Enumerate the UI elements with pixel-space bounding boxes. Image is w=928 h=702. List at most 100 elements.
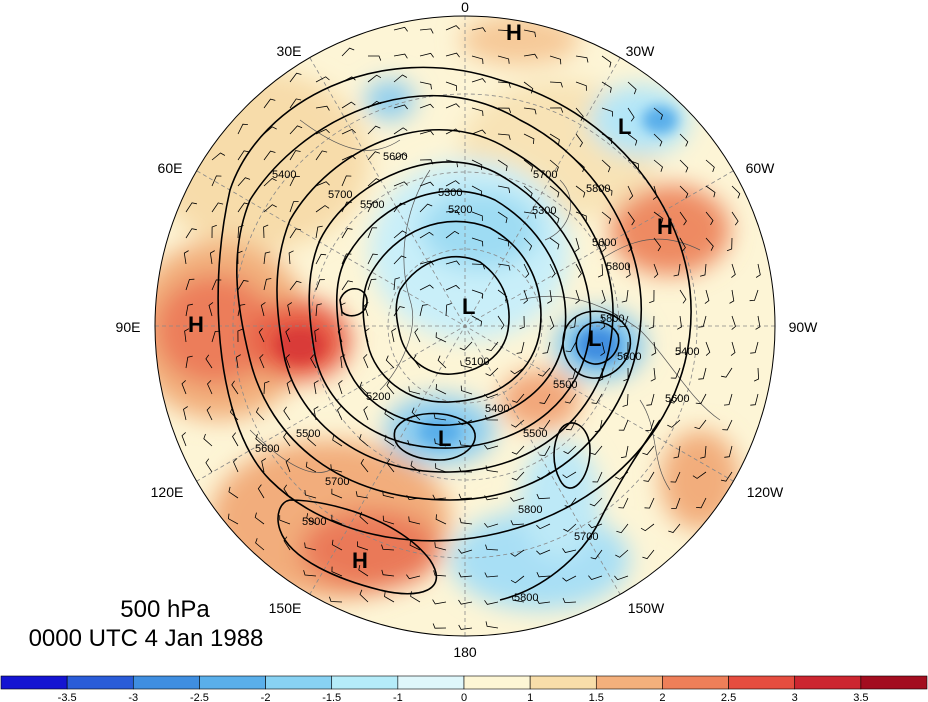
wind-barb [692, 471, 707, 479]
wind-barb [542, 341, 551, 354]
wind-barb [471, 107, 484, 117]
wind-barb [471, 78, 486, 83]
lon-label: 90E [116, 319, 141, 335]
wind-barb [510, 367, 525, 375]
wind-barb [618, 497, 629, 509]
wind-barb [411, 407, 421, 421]
wind-barb [731, 315, 736, 330]
wind-barb [393, 230, 407, 239]
contour-label: 5400 [272, 169, 296, 181]
wind-barb [670, 367, 681, 379]
wind-barb [640, 523, 655, 532]
wind-barb [649, 289, 655, 304]
colorbar-tick-label: 2 [659, 692, 665, 702]
wind-barb [723, 393, 733, 406]
wind-barb [445, 230, 460, 239]
wind-barb [185, 278, 195, 291]
wind-barb [206, 406, 213, 421]
colorbar-tick-label: 3.5 [853, 692, 868, 702]
wind-barb [536, 549, 551, 555]
wind-barb [511, 471, 525, 481]
wind-barb [523, 53, 538, 59]
wind-barb [679, 237, 686, 252]
wind-barb [510, 520, 525, 526]
wind-barb [627, 211, 635, 226]
wind-barb [698, 315, 707, 328]
wind-barb [592, 471, 603, 483]
wind-barb [393, 153, 408, 161]
wind-barb [341, 128, 356, 135]
wind-barb [646, 393, 655, 406]
contour-label: 5500 [553, 379, 577, 391]
wind-barb [590, 549, 603, 560]
wind-barb [315, 105, 330, 111]
wind-barb [549, 159, 559, 172]
wind-barb [359, 434, 369, 447]
wind-barb [700, 445, 707, 459]
colorbar-tick-label: 0 [461, 692, 467, 702]
wind-barb [650, 367, 656, 382]
wind-barb [445, 284, 460, 291]
wind-barb [184, 328, 190, 343]
wind-barb [359, 589, 369, 603]
wind-barb [588, 523, 603, 529]
wind-barb [651, 341, 657, 356]
wind-barb [671, 497, 681, 509]
wind-barb [393, 277, 400, 291]
wind-barb [601, 237, 607, 252]
wind-barb [259, 354, 265, 369]
wind-barb [205, 354, 213, 369]
wind-barb [357, 541, 369, 551]
wind-barb [575, 107, 584, 121]
wind-barb [705, 237, 714, 251]
wind-barb [289, 228, 301, 239]
contour-label: 5200 [448, 204, 472, 216]
colorbar-tick-label: 1.5 [589, 692, 604, 702]
wind-barb [289, 280, 302, 291]
wind-barb [643, 471, 655, 482]
wind-barb [367, 151, 381, 161]
wind-barb [460, 385, 473, 395]
wind-barb [232, 432, 239, 447]
wind-barb [574, 237, 580, 252]
wind-barb [699, 263, 707, 277]
wind-barb [181, 432, 187, 447]
contour-label: 5400 [675, 346, 699, 358]
wind-barb [289, 98, 302, 109]
wind-barb [679, 159, 689, 173]
wind-barb [720, 471, 733, 482]
time-title: 0000 UTC 4 Jan 1988 [29, 625, 264, 652]
wind-barb [408, 516, 421, 525]
wind-barb [355, 491, 369, 499]
wind-barb [435, 332, 447, 343]
contour-label: 5700 [325, 476, 349, 488]
wind-barb [329, 596, 343, 603]
wind-barb [205, 458, 213, 473]
wind-barb [670, 471, 681, 483]
wind-barb [588, 575, 603, 580]
wind-barb [255, 407, 265, 421]
wind-barb [755, 263, 761, 278]
wind-barb [575, 211, 587, 221]
wind-barb [331, 514, 343, 525]
wind-barb [263, 278, 272, 291]
anomaly-shading [155, 16, 775, 636]
wind-barb [289, 201, 299, 213]
wind-barb [731, 263, 736, 278]
wind-barb [677, 315, 682, 330]
wind-barb [255, 538, 265, 551]
wind-barb [341, 101, 356, 109]
wind-barb [625, 263, 631, 278]
wind-barb [289, 175, 300, 187]
wind-barb [653, 107, 663, 120]
wind-barb [484, 444, 499, 450]
wind-barb [471, 211, 483, 221]
wind-barb [600, 315, 606, 330]
wind-barb [433, 413, 447, 421]
wind-barb [263, 150, 276, 161]
contour-label: 5200 [366, 391, 390, 403]
wind-barb [185, 228, 197, 239]
wind-barb [721, 367, 733, 378]
wind-barb [510, 549, 525, 557]
